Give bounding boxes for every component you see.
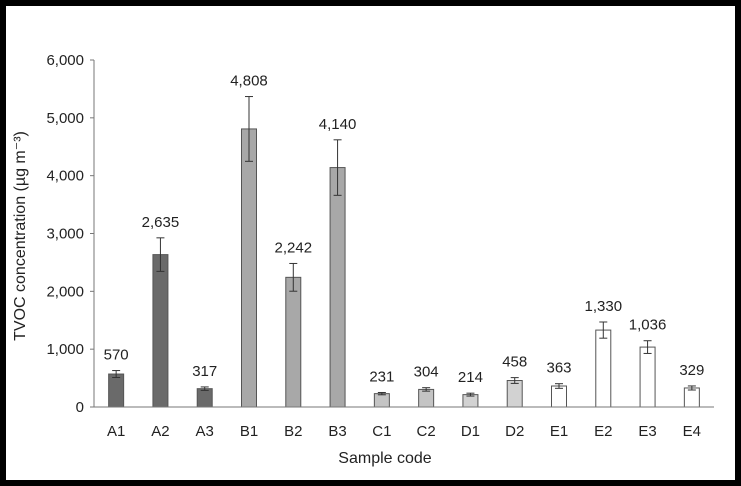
error-bar-e1 bbox=[555, 383, 563, 389]
error-bar-b2 bbox=[289, 262, 298, 292]
error-bar-d1 bbox=[466, 392, 475, 397]
x-axis-title: Sample code bbox=[338, 450, 431, 467]
y-tick-label: 1,000 bbox=[46, 341, 84, 358]
error-bar-e4 bbox=[687, 385, 696, 391]
x-tick-label-d2: D2 bbox=[505, 423, 524, 440]
y-tick-label: 0 bbox=[76, 399, 84, 416]
data-label-e4: 329 bbox=[679, 362, 704, 379]
bar-a1 bbox=[108, 373, 125, 408]
error-bar-c2 bbox=[422, 387, 431, 392]
data-label-a2: 2,635 bbox=[142, 214, 180, 231]
x-tick-label-b2: B2 bbox=[284, 423, 302, 440]
data-label-b3: 4,140 bbox=[319, 116, 357, 133]
bar-c1 bbox=[373, 393, 390, 408]
error-bar-e3 bbox=[643, 340, 652, 354]
error-bar-e2 bbox=[599, 321, 608, 339]
error-bars bbox=[112, 96, 696, 397]
x-tick-label-a3: A3 bbox=[196, 423, 214, 440]
bar-b1 bbox=[241, 128, 257, 408]
bar-d2 bbox=[506, 380, 523, 408]
x-tick-label-c2: C2 bbox=[417, 423, 436, 440]
x-tick-label-b3: B3 bbox=[328, 423, 346, 440]
chart-frame: 0 1,000 2,000 3,000 4,000 5,000 6,000 570 2,635… bbox=[6, 6, 735, 480]
x-tick-label-e4: E4 bbox=[683, 423, 701, 440]
data-label-d1: 214 bbox=[458, 369, 483, 386]
error-bar-b1 bbox=[245, 96, 253, 162]
bar-chart: 0 1,000 2,000 3,000 4,000 5,000 6,000 570 2,635… bbox=[12, 52, 714, 467]
y-tick-label: 3,000 bbox=[46, 226, 84, 243]
error-bar-d2 bbox=[510, 377, 519, 384]
data-labels: 570 2,635 317 4,808 2,242 4,140 231 304 214 458 36… bbox=[104, 73, 705, 387]
x-tick-label-e3: E3 bbox=[638, 423, 656, 440]
data-label-a3: 317 bbox=[192, 363, 217, 380]
data-label-c1: 231 bbox=[369, 368, 394, 385]
bar-e4 bbox=[683, 387, 700, 408]
bar-c2 bbox=[418, 388, 435, 408]
bar-b2 bbox=[285, 276, 302, 408]
x-tick-label-b1: B1 bbox=[240, 423, 258, 440]
error-bar-a1 bbox=[112, 370, 121, 379]
bar-e1 bbox=[551, 385, 567, 408]
x-tick-label-e2: E2 bbox=[594, 423, 612, 440]
error-bar-a2 bbox=[156, 237, 165, 272]
bar-e2 bbox=[595, 329, 612, 408]
x-axis: A1 A2 A3 B1 B2 B3 C1 C2 D1 D2 E1 E2 E3 E4 bbox=[94, 406, 714, 440]
data-label-e3: 1,036 bbox=[629, 317, 667, 334]
error-bar-c1 bbox=[377, 391, 386, 396]
x-tick-label-e1: E1 bbox=[550, 423, 568, 440]
bar-b3 bbox=[329, 167, 346, 408]
data-label-e2: 1,330 bbox=[585, 298, 623, 315]
y-tick-label: 5,000 bbox=[46, 110, 84, 127]
bar-e3 bbox=[639, 346, 656, 408]
error-bar-b3 bbox=[333, 139, 342, 196]
x-tick-label-a1: A1 bbox=[107, 423, 125, 440]
x-tick-label-c1: C1 bbox=[372, 423, 391, 440]
y-axis: 0 1,000 2,000 3,000 4,000 5,000 6,000 bbox=[46, 52, 95, 416]
data-label-d2: 458 bbox=[502, 354, 527, 371]
y-tick-label: 4,000 bbox=[46, 168, 84, 185]
x-tick-label-a2: A2 bbox=[151, 423, 169, 440]
bar-a2 bbox=[152, 254, 169, 408]
data-label-a1: 570 bbox=[104, 347, 129, 364]
bar-a3 bbox=[196, 388, 213, 408]
data-label-c2: 304 bbox=[414, 364, 439, 381]
data-label-b1: 4,808 bbox=[230, 73, 268, 90]
error-bar-a3 bbox=[200, 386, 209, 391]
x-tick-label-d1: D1 bbox=[461, 423, 480, 440]
y-tick-label: 2,000 bbox=[46, 283, 84, 300]
y-tick-label: 6,000 bbox=[46, 52, 84, 69]
y-axis-title: TVOC concentration (µg m⁻³) bbox=[12, 131, 29, 341]
data-label-b2: 2,242 bbox=[275, 239, 313, 256]
data-label-e1: 363 bbox=[546, 360, 571, 377]
